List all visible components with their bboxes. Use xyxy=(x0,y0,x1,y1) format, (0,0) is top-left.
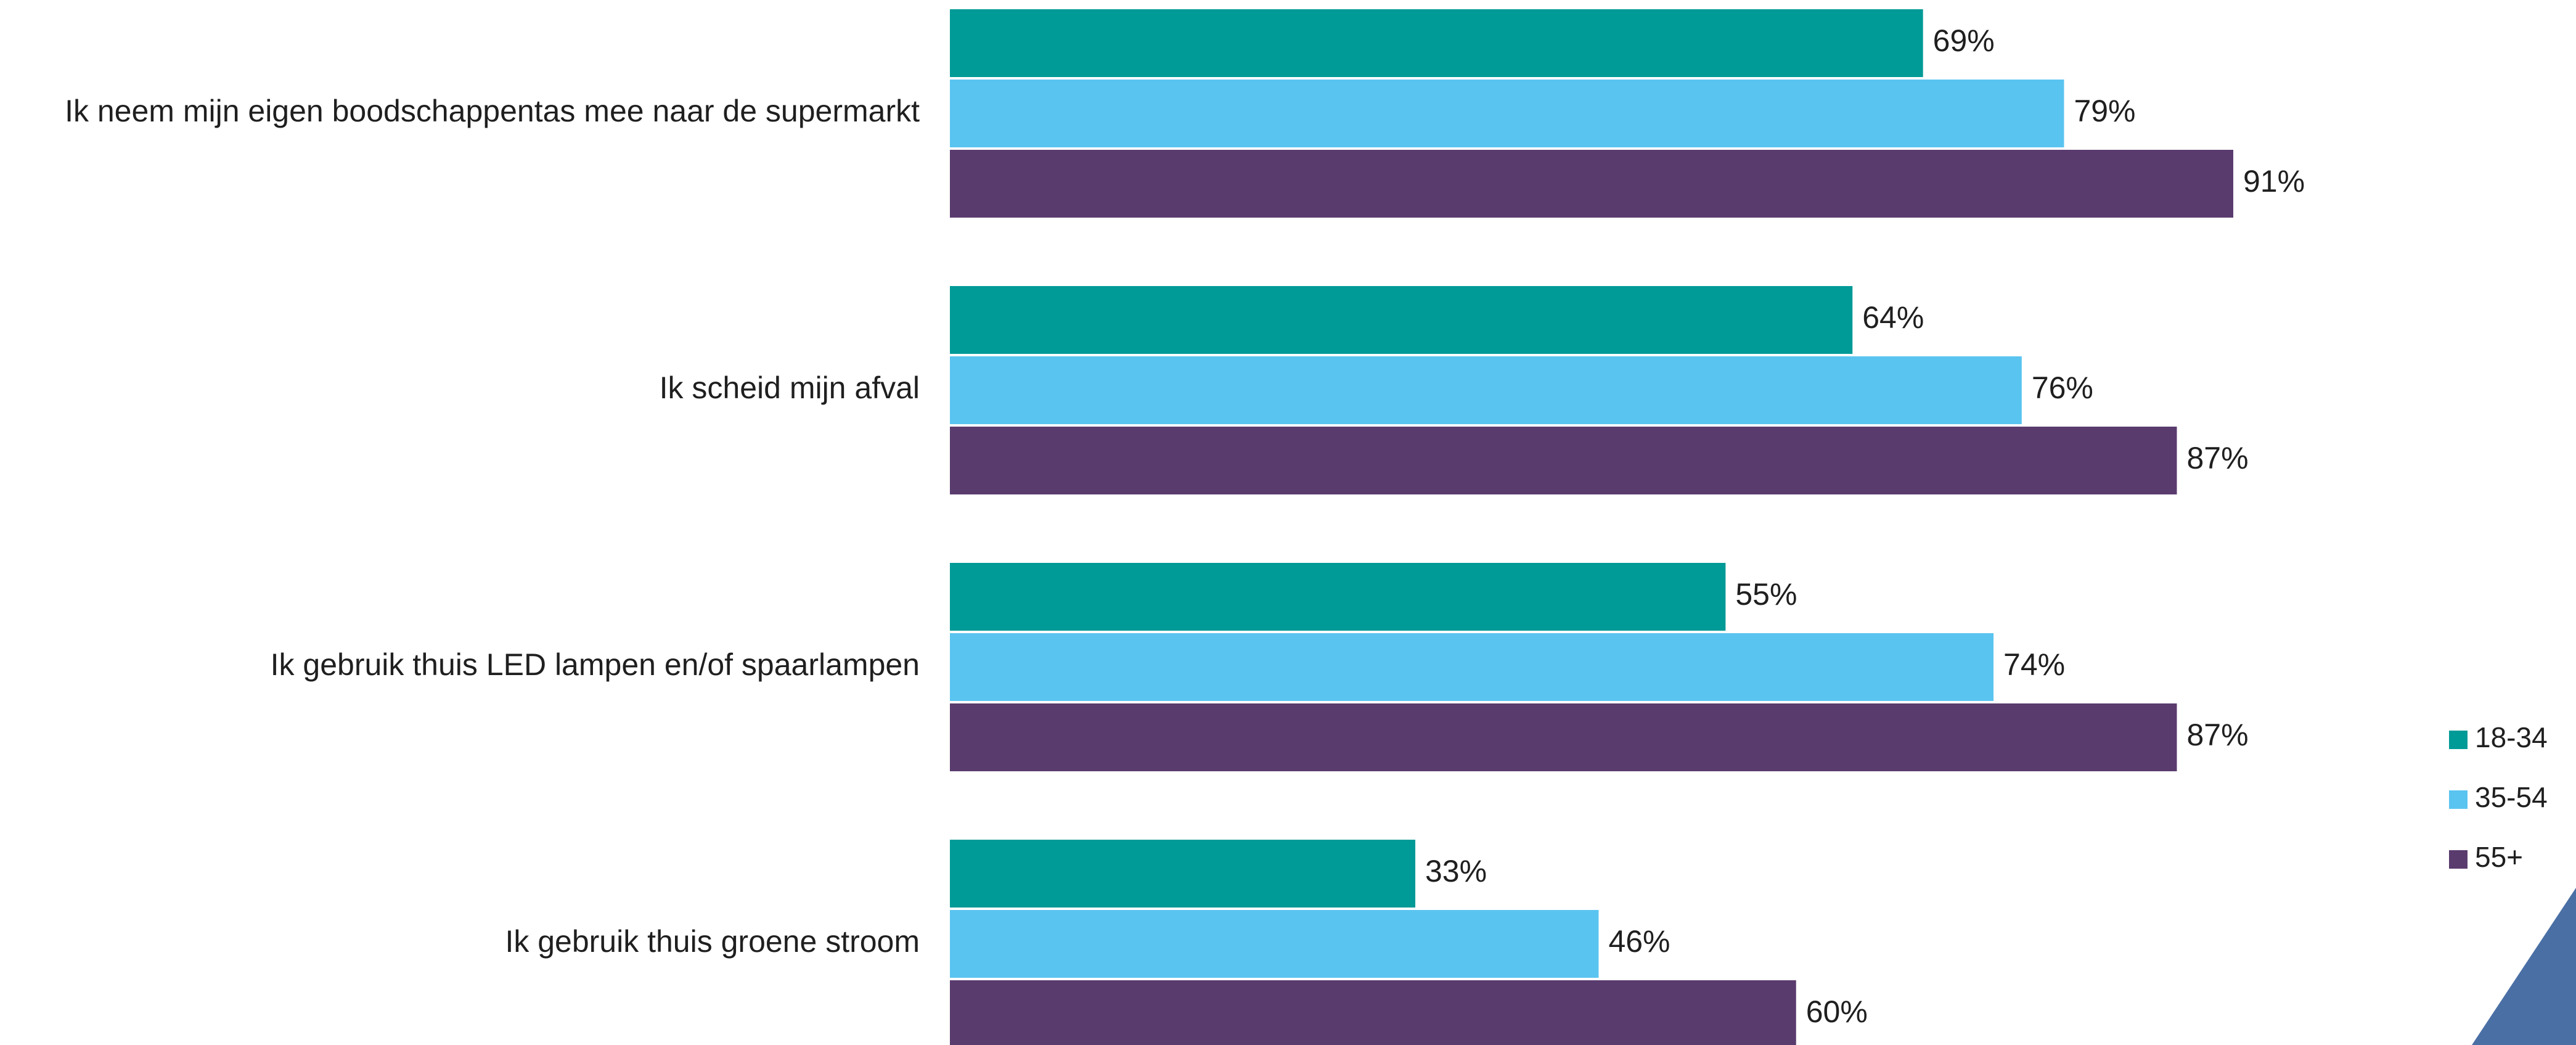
bar-55 xyxy=(950,427,2177,494)
data-label: 74% xyxy=(2003,647,2065,682)
category-label: Ik scheid mijn afval xyxy=(660,371,920,405)
category-label: Ik gebruik thuis groene stroom xyxy=(505,924,920,959)
data-label: 33% xyxy=(1425,854,1487,888)
data-label: 64% xyxy=(1862,300,1924,335)
legend-label: 35-54 xyxy=(2475,781,2548,813)
legend-swatch xyxy=(2449,790,2468,809)
data-label: 69% xyxy=(1933,23,1995,58)
legend-label: 18-34 xyxy=(2475,721,2548,753)
bar-55 xyxy=(950,703,2177,771)
legend-label: 55+ xyxy=(2475,841,2523,873)
data-label: 46% xyxy=(1608,924,1670,959)
category-label: Ik gebruik thuis LED lampen en/of spaarl… xyxy=(271,647,920,682)
bar-55 xyxy=(950,980,1796,1045)
data-label: 87% xyxy=(2186,718,2248,752)
bar-1834 xyxy=(950,286,1853,354)
legend-swatch xyxy=(2449,850,2468,869)
bar-1834 xyxy=(950,9,1923,77)
category-label: Ik neem mijn eigen boodschappentas mee n… xyxy=(65,94,920,128)
data-label: 91% xyxy=(2243,164,2305,199)
bar-3554 xyxy=(950,633,1994,701)
bar-3554 xyxy=(950,80,2064,147)
legend: 18-34 35-54 55+ xyxy=(2449,721,2548,873)
bar-1834 xyxy=(950,840,1416,908)
corner-decoration xyxy=(2472,888,2576,1045)
data-label: 60% xyxy=(1806,994,1868,1029)
legend-swatch xyxy=(2449,731,2468,749)
data-label: 55% xyxy=(1735,577,1797,612)
bar-3554 xyxy=(950,356,2022,424)
bar-3554 xyxy=(950,910,1599,978)
data-label: 76% xyxy=(2032,371,2093,405)
bar-55 xyxy=(950,150,2233,218)
data-label: 79% xyxy=(2074,94,2135,128)
bars-layer: Ik neem mijn eigen boodschappentas mee n… xyxy=(65,9,2305,1045)
data-label: 87% xyxy=(2186,441,2248,475)
bar-1834 xyxy=(950,563,1726,631)
